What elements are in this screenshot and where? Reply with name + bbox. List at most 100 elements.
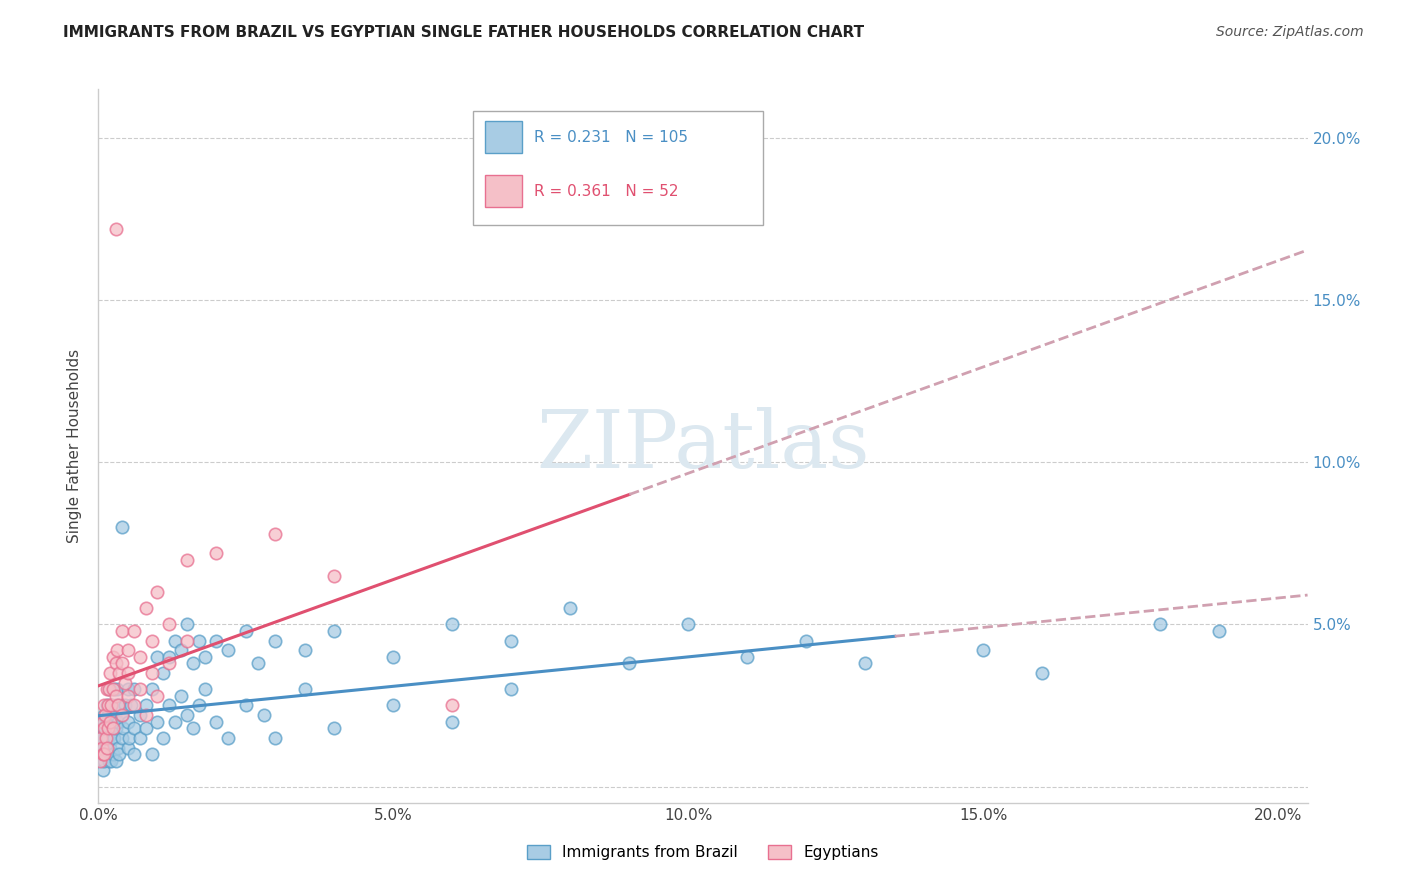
Text: IMMIGRANTS FROM BRAZIL VS EGYPTIAN SINGLE FATHER HOUSEHOLDS CORRELATION CHART: IMMIGRANTS FROM BRAZIL VS EGYPTIAN SINGL…	[63, 25, 865, 40]
Point	[111, 657, 134, 671]
Point	[441, 714, 464, 729]
Point	[441, 617, 464, 632]
Point	[101, 721, 124, 735]
Text: R = 0.361   N = 52: R = 0.361 N = 52	[534, 184, 678, 199]
Point	[141, 666, 163, 681]
Point	[98, 754, 121, 768]
Point	[101, 747, 124, 761]
Point	[181, 657, 204, 671]
Point	[105, 221, 128, 235]
Point	[111, 624, 134, 638]
Point	[157, 649, 180, 664]
Point	[97, 731, 120, 745]
Point	[235, 624, 257, 638]
Point	[122, 682, 145, 697]
Point	[246, 657, 269, 671]
Point	[114, 675, 136, 690]
Point	[118, 731, 141, 745]
Point	[93, 708, 115, 723]
Point	[114, 698, 136, 713]
Point	[501, 633, 523, 648]
Point	[176, 617, 198, 632]
Point	[323, 721, 346, 735]
Point	[111, 731, 134, 745]
Point	[93, 721, 115, 735]
Point	[1031, 666, 1053, 681]
Point	[135, 721, 157, 735]
Point	[91, 721, 114, 735]
Legend: Immigrants from Brazil, Egyptians: Immigrants from Brazil, Egyptians	[520, 839, 886, 866]
Point	[176, 633, 198, 648]
Point	[176, 552, 198, 566]
Point	[103, 682, 125, 697]
Text: R = 0.231   N = 105: R = 0.231 N = 105	[534, 129, 688, 145]
Point	[91, 740, 114, 755]
Point	[105, 682, 128, 697]
Point	[128, 649, 150, 664]
Point	[105, 754, 128, 768]
Point	[90, 731, 112, 745]
Point	[96, 740, 118, 755]
Text: ZIPatlas: ZIPatlas	[536, 407, 870, 485]
Point	[91, 714, 114, 729]
Y-axis label: Single Father Households: Single Father Households	[67, 349, 83, 543]
Point	[107, 740, 129, 755]
Point	[205, 714, 228, 729]
Point	[101, 649, 124, 664]
Point	[101, 682, 124, 697]
Point	[96, 682, 118, 697]
Point	[853, 657, 876, 671]
Point	[157, 698, 180, 713]
Point	[146, 649, 169, 664]
Point	[105, 657, 128, 671]
Point	[217, 731, 239, 745]
Point	[108, 747, 131, 761]
Point	[93, 714, 115, 729]
Point	[108, 666, 131, 681]
Point	[117, 689, 139, 703]
Point	[735, 649, 758, 664]
Point	[194, 649, 217, 664]
Point	[90, 731, 112, 745]
Point	[96, 698, 118, 713]
Point	[382, 698, 405, 713]
Point	[105, 721, 128, 735]
Point	[135, 601, 157, 615]
Point	[101, 714, 124, 729]
Point	[105, 643, 128, 657]
Point	[217, 643, 239, 657]
Point	[98, 740, 121, 755]
Point	[98, 666, 121, 681]
Point	[96, 714, 118, 729]
Point	[97, 708, 120, 723]
Point	[146, 689, 169, 703]
Point	[165, 633, 187, 648]
Point	[94, 731, 117, 745]
Point	[264, 731, 287, 745]
Point	[111, 520, 134, 534]
Point	[108, 698, 131, 713]
Point	[96, 747, 118, 761]
Point	[111, 708, 134, 723]
Point	[141, 633, 163, 648]
Point	[111, 708, 134, 723]
Point	[252, 708, 274, 723]
Point	[94, 708, 117, 723]
Point	[141, 747, 163, 761]
Point	[103, 731, 125, 745]
Point	[294, 682, 316, 697]
Point	[141, 682, 163, 697]
Point	[187, 633, 209, 648]
Point	[165, 714, 187, 729]
Point	[101, 731, 124, 745]
Point	[1149, 617, 1171, 632]
Point	[794, 633, 817, 648]
Point	[93, 754, 115, 768]
Point	[323, 568, 346, 582]
Point	[972, 643, 994, 657]
Point	[678, 617, 700, 632]
Point	[382, 649, 405, 664]
Point	[135, 708, 157, 723]
Point	[501, 682, 523, 697]
Point	[146, 714, 169, 729]
